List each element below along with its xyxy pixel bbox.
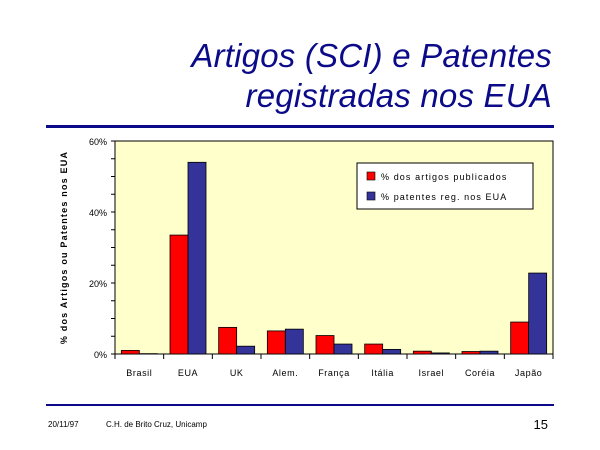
bar <box>218 326 238 355</box>
legend-box <box>356 162 534 210</box>
x-tick-label: Japão <box>515 368 543 378</box>
legend-label: % patentes reg. nos EUA <box>381 192 507 202</box>
x-tick-label: Israel <box>419 368 445 378</box>
bar <box>169 234 189 355</box>
bar <box>120 350 140 355</box>
page-number: 15 <box>533 417 548 432</box>
bar <box>412 350 432 355</box>
bar-chart: 0% 20% 40% 60% % dos Artigos ou Patentes nos… <box>59 137 554 378</box>
x-tick-label: EUA <box>178 368 198 378</box>
footer-date: 20/11/97 <box>48 420 79 429</box>
slide-title: Artigos (SCI) e Patentes registradas nos… <box>191 36 552 116</box>
x-tick-label: Itália <box>371 368 394 378</box>
bar <box>315 335 335 355</box>
bar <box>510 321 530 355</box>
bar <box>430 352 450 355</box>
y-tick-label: 40% <box>89 208 107 218</box>
slide-title-line2: registradas nos EUA <box>245 77 552 114</box>
slide-title-line1: Artigos (SCI) e Patentes <box>191 37 552 74</box>
y-tick-label: 60% <box>89 137 107 147</box>
bar <box>236 345 256 355</box>
bar <box>461 351 481 355</box>
title-divider <box>46 125 554 128</box>
x-tick-label: UK <box>230 368 244 378</box>
bar <box>528 272 548 355</box>
bar <box>187 161 207 355</box>
bar <box>382 348 402 355</box>
footer-author: C.H. de Brito Cruz, Unicamp <box>106 420 207 429</box>
legend-label: % dos artigos publicados <box>381 172 507 182</box>
x-tick-label: Brasil <box>126 368 152 378</box>
legend-swatch <box>366 191 376 201</box>
y-tick-label: 20% <box>89 279 107 289</box>
bar <box>266 330 286 355</box>
y-axis-title: % dos Artigos ou Patentes nos EUA <box>59 151 69 344</box>
bar <box>479 350 499 355</box>
bar <box>333 343 353 355</box>
x-tick-label: Coréia <box>465 368 495 378</box>
x-tick-label: Alem. <box>272 368 298 378</box>
bar <box>364 343 384 355</box>
legend-swatch <box>366 171 376 181</box>
y-tick-label: 0% <box>94 350 107 360</box>
bar <box>284 328 304 355</box>
footer-divider <box>46 404 554 406</box>
x-tick-label: França <box>318 368 350 378</box>
